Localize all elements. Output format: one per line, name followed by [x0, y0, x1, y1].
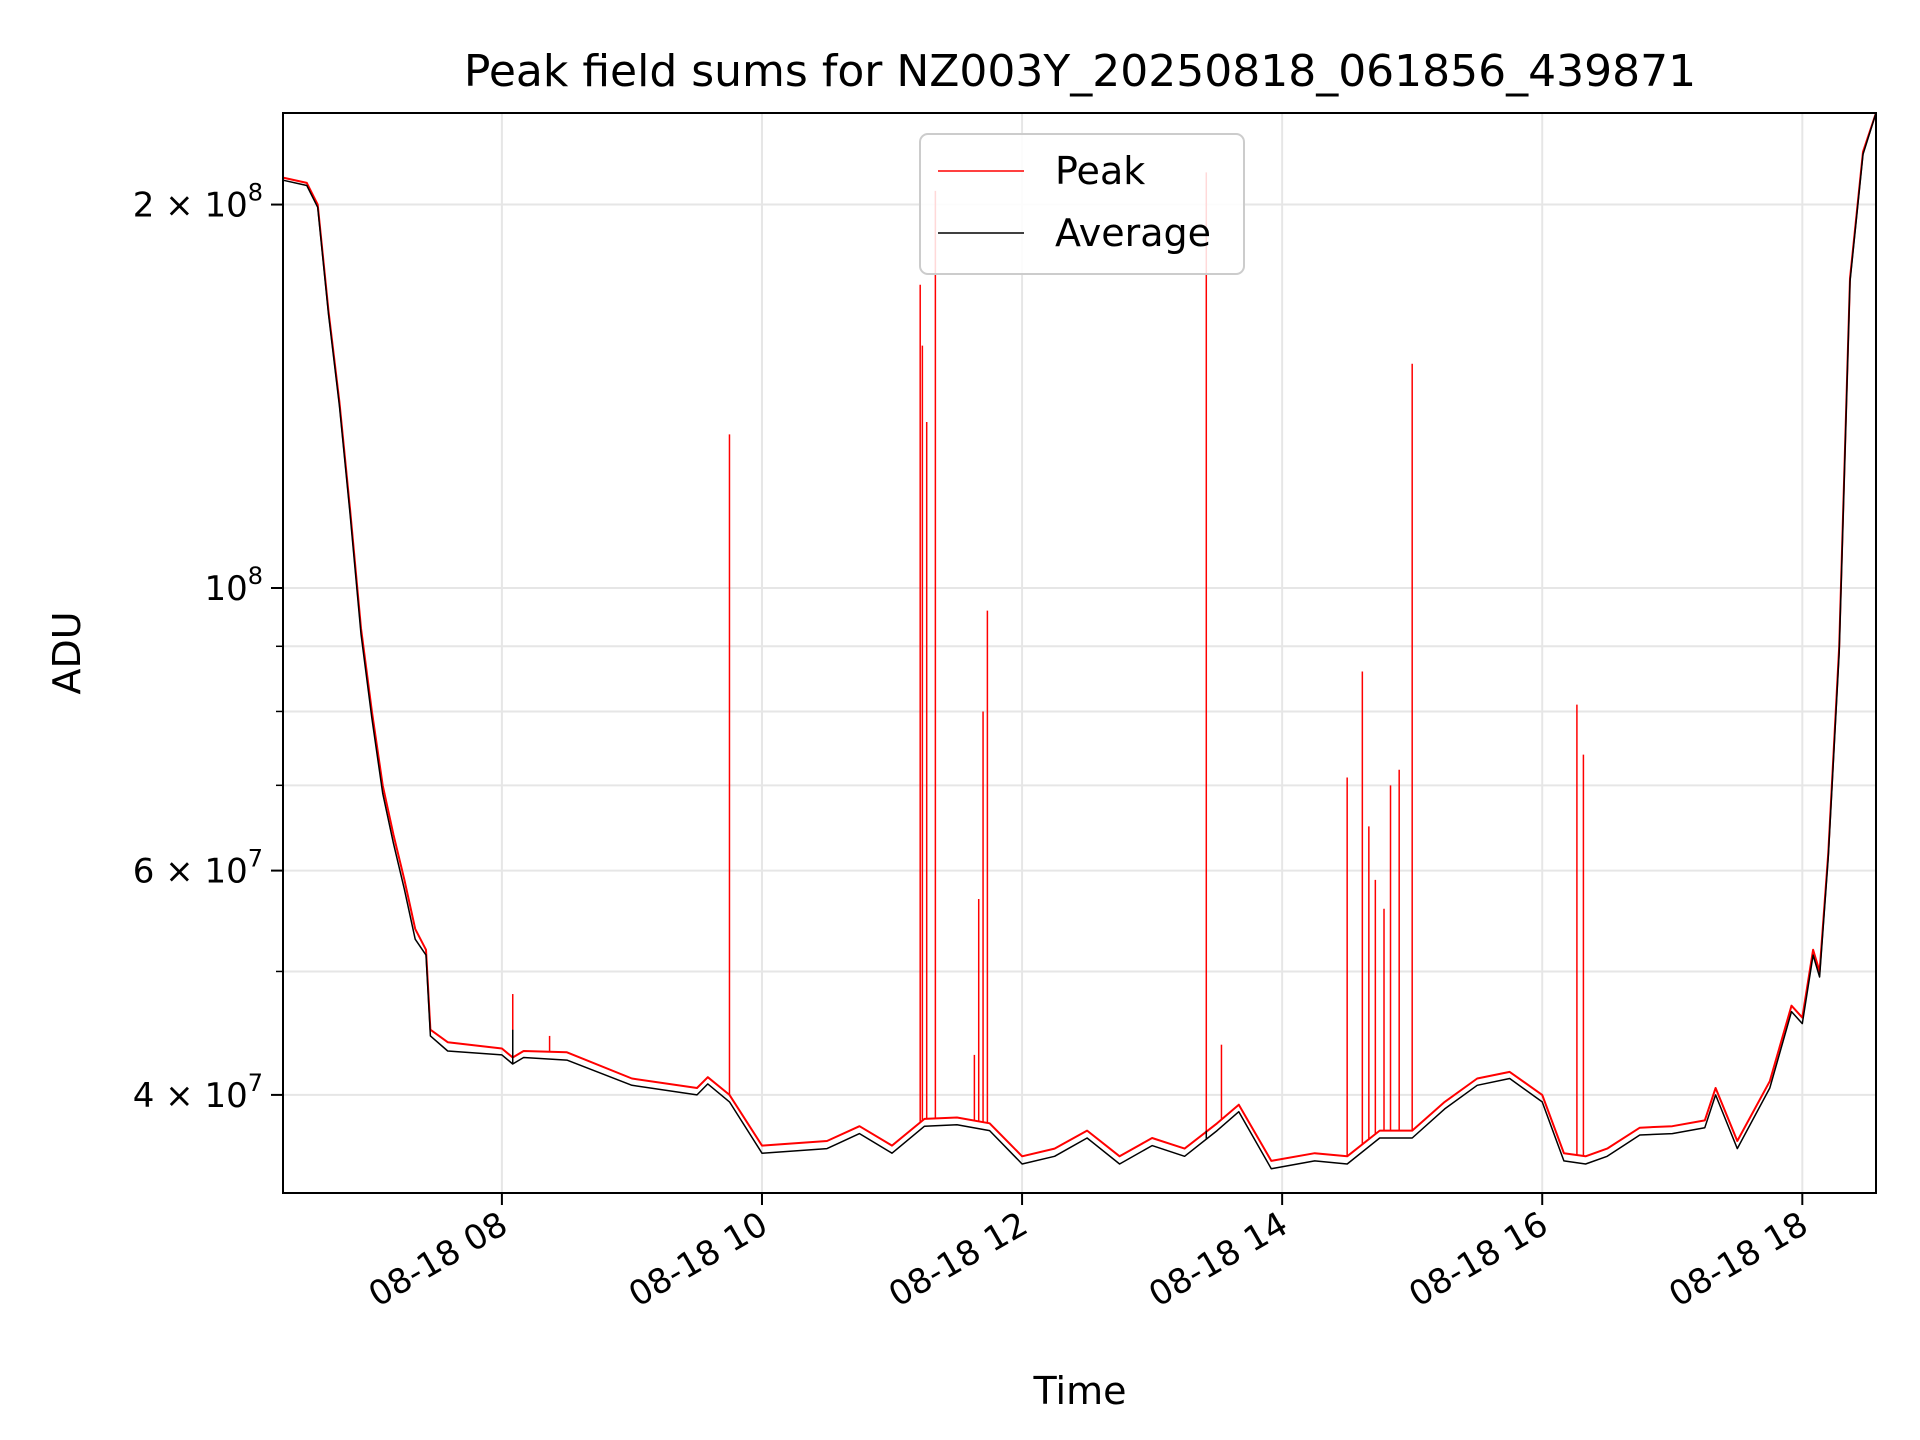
y-tick-label: 6 × 107	[133, 845, 263, 892]
y-axis-label: ADU	[45, 611, 89, 694]
y-tick-label: 2 × 108	[133, 179, 263, 226]
y-tick-exponent: 8	[248, 562, 263, 590]
legend-box	[919, 133, 1245, 275]
series-line-average	[282, 112, 1877, 1170]
x-axis-label: Time	[1033, 1369, 1127, 1413]
legend-label-peak: Peak	[1055, 149, 1145, 193]
y-tick-exponent: 8	[248, 179, 263, 207]
y-tick-exponent: 7	[248, 1069, 263, 1097]
series-line-peak	[282, 112, 1877, 1162]
y-tick-base: 10	[204, 569, 247, 609]
chart-title: Peak field sums for NZ003Y_20250818_0618…	[464, 46, 1696, 97]
y-tick-base: 2 × 10	[133, 186, 248, 226]
y-tick-label: 4 × 107	[133, 1069, 263, 1116]
y-tick-base: 4 × 10	[133, 1076, 248, 1116]
y-tick-label: 108	[204, 562, 263, 609]
y-tick-exponent: 7	[248, 845, 263, 873]
y-tick-base: 6 × 10	[133, 852, 248, 892]
series-layer	[282, 112, 1877, 1170]
legend-label-average: Average	[1055, 211, 1211, 255]
plot-frame	[282, 112, 1877, 1194]
legend: Peak Average	[919, 133, 1245, 275]
